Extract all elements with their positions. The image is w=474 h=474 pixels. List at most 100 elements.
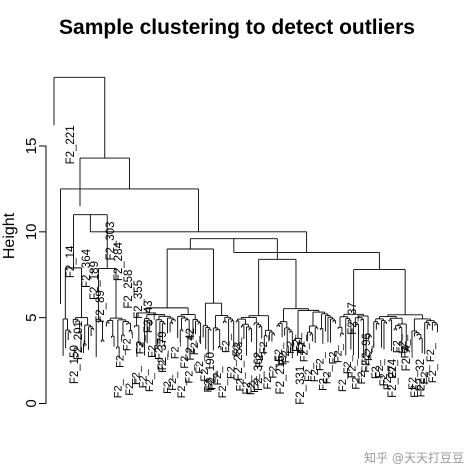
leaf-label: F2_ bbox=[342, 354, 354, 374]
leaf-label: F2_ bbox=[280, 343, 292, 363]
leaf-label: F2_ bbox=[226, 359, 238, 379]
chart-title: Sample clustering to detect outliers bbox=[59, 16, 415, 39]
leaf-label: F2_ bbox=[309, 362, 321, 382]
leaf-label: F2_ bbox=[153, 340, 165, 360]
leaf-label: F2_ bbox=[322, 364, 334, 384]
y-tick-label: 10 bbox=[23, 223, 40, 240]
leaf-label: F2_ bbox=[249, 373, 261, 393]
leaf-label: F2_ bbox=[317, 371, 329, 391]
leaf-label: F2_ bbox=[333, 343, 345, 363]
leaf-label: F2_ bbox=[241, 375, 253, 395]
leaf-label: F2_ bbox=[137, 368, 149, 388]
leaf-label: F2_ bbox=[350, 370, 362, 390]
leaf-label: F2_ bbox=[415, 377, 427, 397]
leaf-label: F2_ bbox=[303, 362, 315, 382]
leaf-label: F2_284 bbox=[113, 242, 125, 282]
leaf-label: F2_ bbox=[314, 351, 326, 371]
leaf-label: F2_274 bbox=[387, 358, 399, 398]
leaf-label: F2_ bbox=[122, 331, 134, 351]
leaf-label: F2_ bbox=[291, 332, 303, 352]
leaf-label: F2_ bbox=[157, 353, 169, 373]
leaf-label: F2_ bbox=[114, 348, 126, 368]
leaf-label: F2_189 bbox=[89, 261, 101, 300]
leaf-label: F2_215 bbox=[275, 355, 287, 394]
watermark: 知乎 @天天打豆豆 bbox=[364, 451, 464, 465]
leaf-label: F2_ bbox=[202, 373, 214, 393]
leaf-label: F2_ bbox=[425, 342, 437, 362]
leaf-label: F2_190 bbox=[205, 352, 217, 391]
leaf-label: F2_ bbox=[189, 335, 201, 355]
leaf-label: F2_ bbox=[134, 334, 146, 354]
leaf-label: F2_4 bbox=[401, 345, 413, 372]
leaf-label: F2_ bbox=[392, 333, 404, 353]
leaf-label: F2_96 bbox=[361, 333, 373, 366]
leaf-label: F2_ bbox=[258, 334, 270, 354]
leaf-label: F2_37 bbox=[347, 302, 359, 335]
y-axis: 0 5 10 15 bbox=[23, 138, 47, 408]
leaf-label: F2_ bbox=[245, 375, 257, 395]
leaf-label: F2_ bbox=[299, 342, 311, 362]
leaf-label: F2_ bbox=[370, 359, 382, 379]
leaf-label: F2_ bbox=[231, 337, 243, 357]
leaf-label: F2_ bbox=[409, 378, 421, 398]
leaf-label: F2_89 bbox=[95, 290, 107, 323]
leaf-label: F2_ bbox=[296, 334, 308, 354]
leaf-label: F2_ bbox=[234, 372, 246, 392]
leaf-label: F2_355 bbox=[133, 280, 145, 319]
leaf-label: F2_ bbox=[360, 353, 372, 373]
leaf-label: F2_43 bbox=[143, 301, 155, 334]
leaf-label: F2_ bbox=[382, 370, 394, 390]
leaf-label: F2_ bbox=[194, 354, 206, 374]
leaf-label: F2_14 bbox=[65, 245, 77, 278]
leaf-label: F2_ bbox=[130, 365, 142, 385]
leaf-label: F2_362 bbox=[253, 352, 265, 391]
leaf-label: F2_150 bbox=[69, 345, 81, 384]
leaf-label: F2_ bbox=[397, 334, 409, 354]
leaf-label: F2_ bbox=[144, 372, 156, 392]
leaf-label: F2_ bbox=[170, 339, 182, 359]
leaf-label: F2_ bbox=[328, 345, 340, 365]
leaf-label: F2_ bbox=[363, 341, 375, 361]
leaf-label: F2_ bbox=[254, 348, 266, 368]
leaf-label: F2_ bbox=[179, 349, 191, 369]
leaf-label: F2_ bbox=[147, 338, 159, 358]
leaf-label: F2_ bbox=[407, 370, 419, 390]
leaf-label: F2_ bbox=[167, 371, 179, 391]
leaf-label: F2_283 bbox=[233, 342, 245, 381]
leaf-label: F2_ bbox=[212, 366, 224, 386]
leaf-label: F2_ bbox=[176, 378, 188, 398]
leaf-label: F2_201 bbox=[73, 321, 85, 360]
leaf-label: F2_221 bbox=[65, 125, 77, 164]
leaf-label: F2_ bbox=[427, 363, 439, 383]
leaf-label: F2_ bbox=[419, 365, 431, 385]
leaf-label: F2_32 bbox=[415, 359, 427, 392]
dendrogram-tree bbox=[53, 76, 438, 359]
leaf-label: F2_ bbox=[183, 364, 195, 384]
leaf-label: F2_ bbox=[162, 374, 174, 394]
leaf-label: F2_ bbox=[273, 342, 285, 362]
leaf-label: F2_ bbox=[387, 359, 399, 379]
leaf-label: F2_379 bbox=[157, 331, 169, 370]
leaf-label: F2_ bbox=[217, 378, 229, 398]
leaf-label: F2_ bbox=[356, 365, 368, 385]
y-axis-label: Height bbox=[1, 212, 18, 259]
leaf-label: F2_ bbox=[374, 358, 386, 378]
y-tick-label: 0 bbox=[23, 399, 40, 407]
leaf-label: F2_ bbox=[399, 339, 411, 359]
leaf-label: F2_ bbox=[206, 370, 218, 390]
leaf-label: F2_ bbox=[267, 359, 279, 379]
leaf-label: F2_ bbox=[346, 358, 358, 378]
leaf-label: F2_ bbox=[337, 372, 349, 392]
leaf-label: F2_ bbox=[277, 345, 289, 365]
leaf-label: F2_303 bbox=[105, 222, 117, 261]
leaf-label: F2_ bbox=[262, 370, 274, 390]
leaf-label: F2_ bbox=[112, 378, 124, 398]
leaf-label: F2_258 bbox=[123, 270, 135, 309]
leaf-label: F2_364 bbox=[81, 248, 93, 288]
leaf-label: F2_ bbox=[285, 334, 297, 354]
leaf-label: F2_ bbox=[124, 376, 136, 396]
leaf-label: F2_42 bbox=[185, 328, 197, 361]
leaf-label: F2_ bbox=[199, 362, 211, 382]
